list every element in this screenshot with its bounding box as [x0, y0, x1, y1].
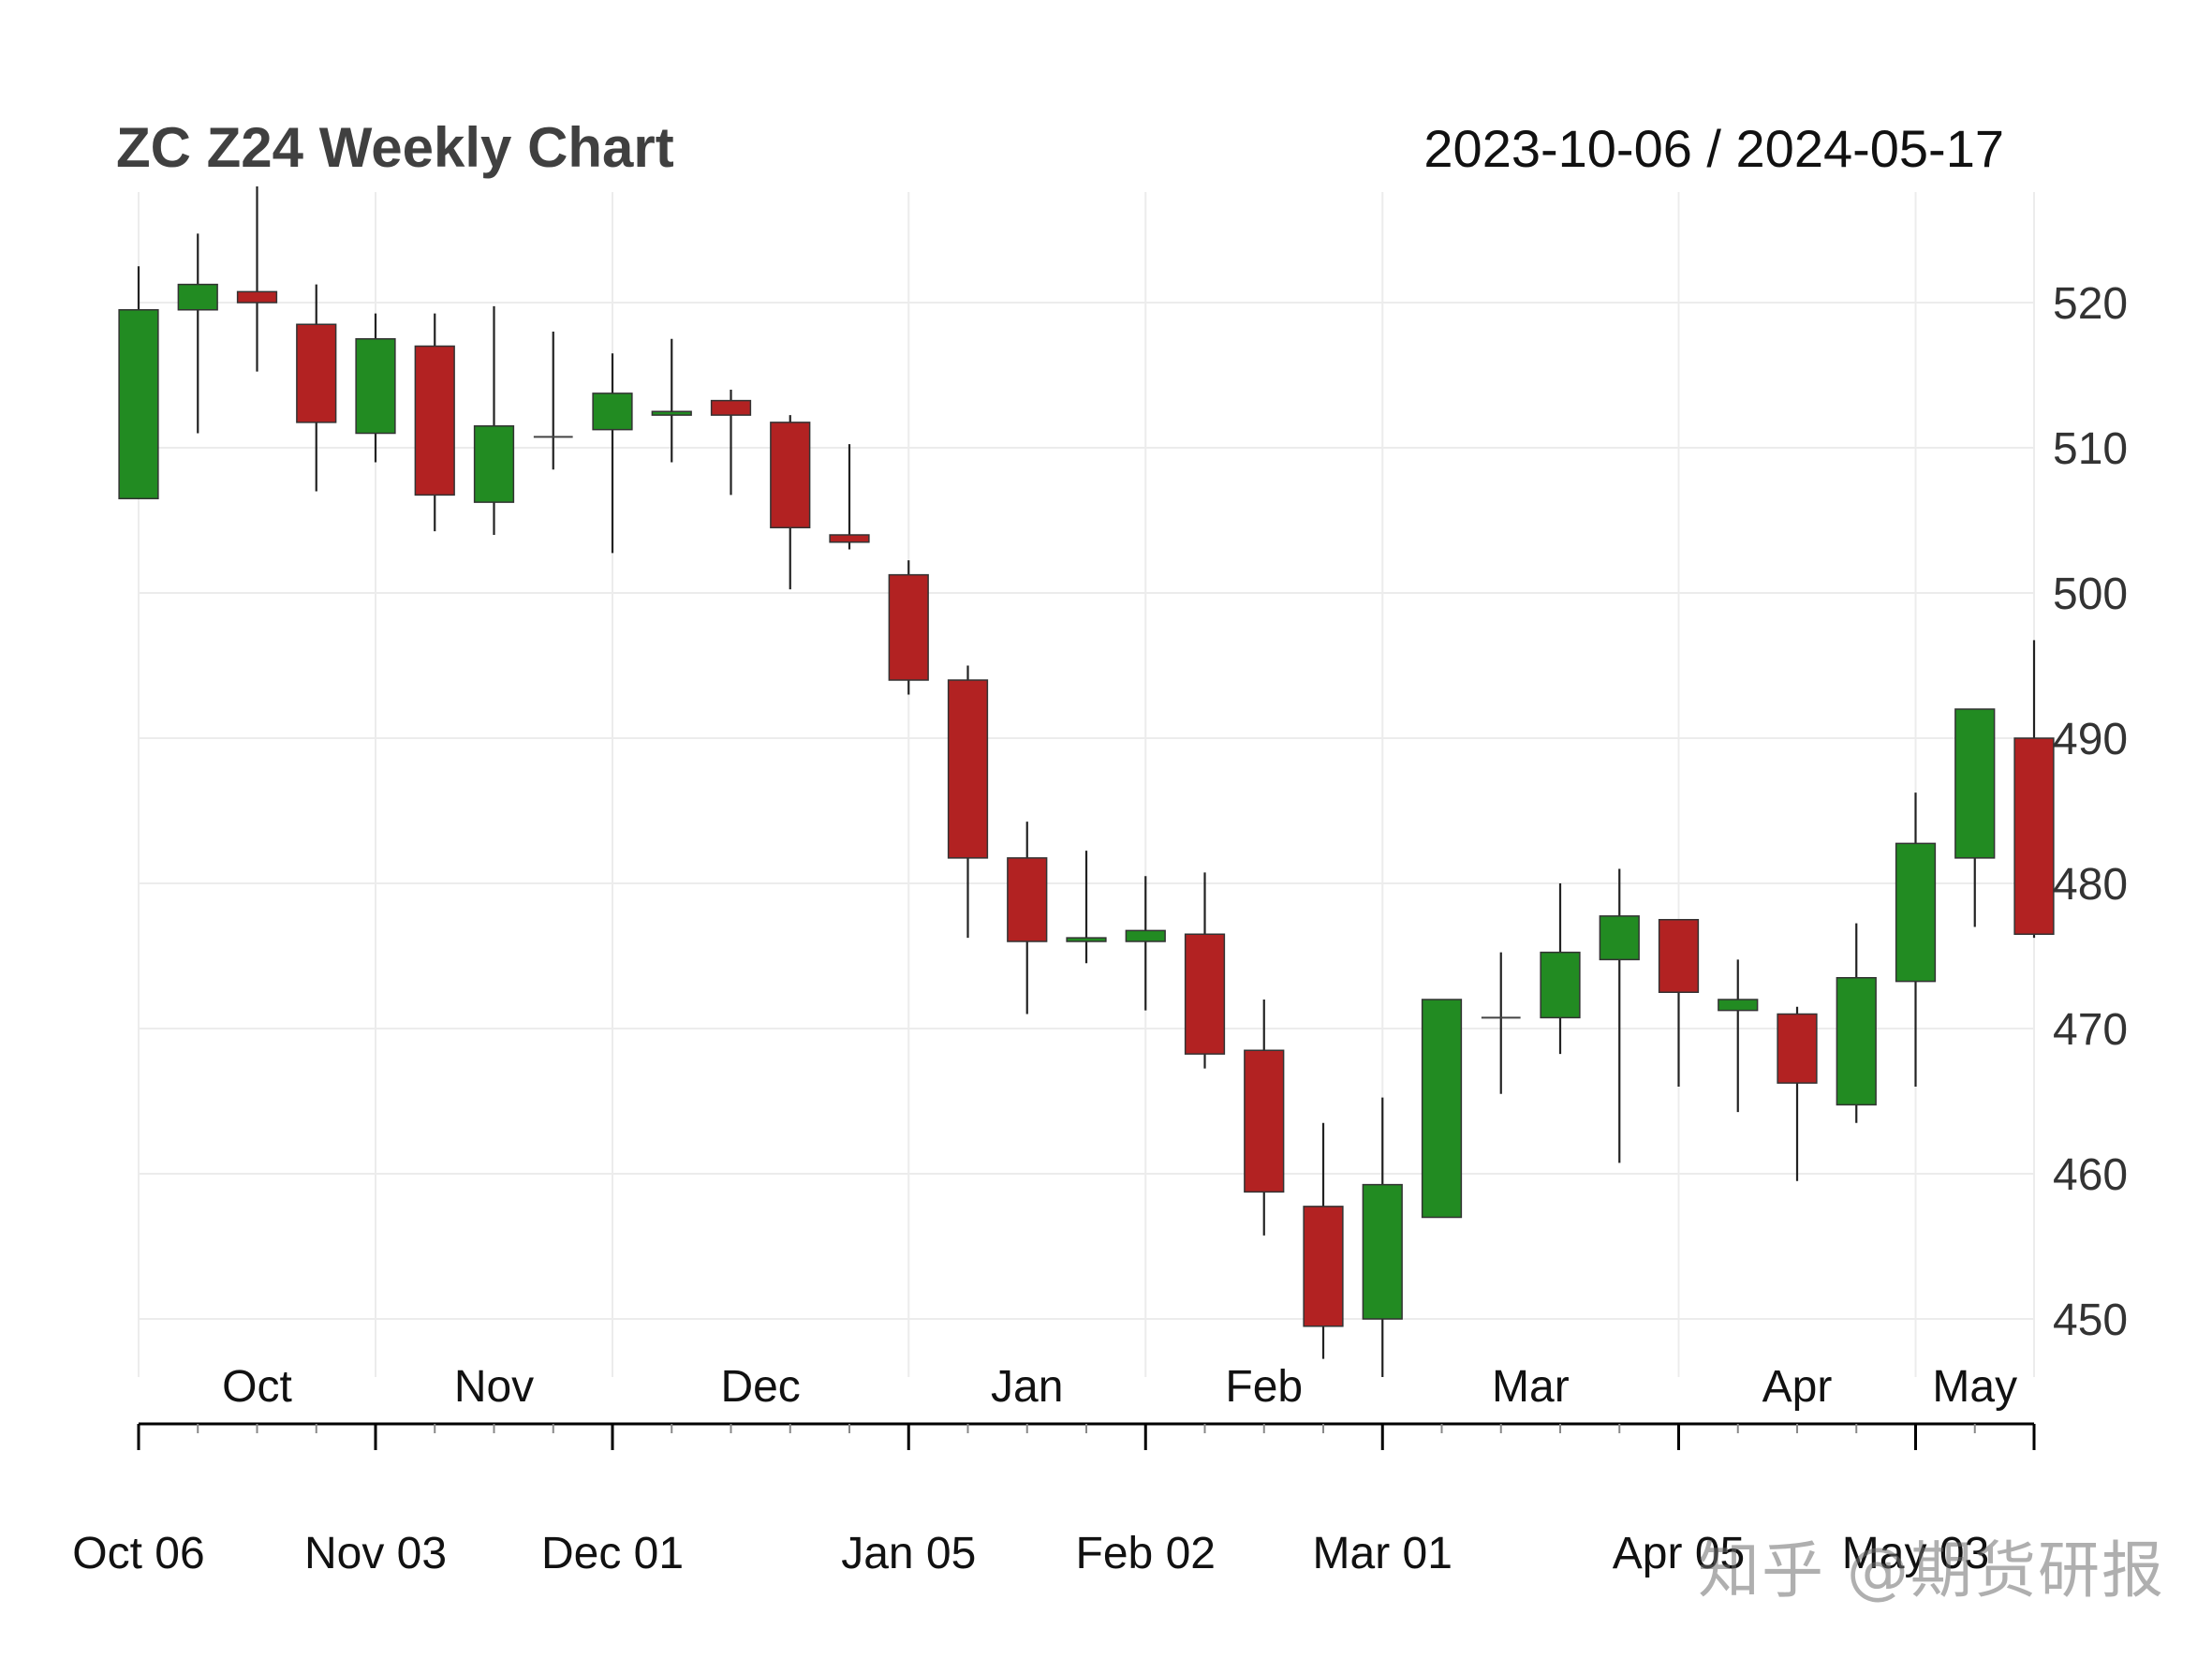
candle-body — [592, 393, 633, 431]
candle — [710, 390, 752, 496]
y-tick-label: 510 — [2053, 424, 2128, 474]
x-date-label: May 03 — [1842, 1529, 1989, 1578]
candle-body — [947, 679, 989, 859]
candle — [1244, 1000, 1285, 1236]
candle — [355, 313, 396, 463]
candle-body — [1362, 1183, 1403, 1320]
candle-body — [1895, 842, 1937, 983]
x-date-label: Oct 06 — [72, 1529, 204, 1578]
y-axis: 450 460 470 480 490 500 510 520 — [2053, 279, 2128, 1345]
candle-body — [1007, 857, 1048, 942]
chart-title: ZC Z24 Weekly Chart — [116, 116, 674, 179]
candle — [1954, 708, 1996, 927]
candle — [1718, 959, 1759, 1113]
candle-body — [414, 345, 455, 496]
candle-body — [1244, 1049, 1285, 1193]
candle — [1125, 876, 1166, 1011]
candle-body — [118, 309, 159, 499]
x-date-label: Dec 01 — [541, 1529, 684, 1578]
candle — [1658, 919, 1700, 1087]
candle-body — [236, 290, 278, 304]
candle — [1836, 923, 1877, 1123]
candle-body — [770, 422, 811, 528]
candle — [1481, 952, 1521, 1094]
candle — [118, 266, 159, 499]
x-date-label: Feb 02 — [1076, 1529, 1216, 1578]
candle-body — [1125, 929, 1166, 942]
month-label: Dec — [720, 1362, 800, 1412]
y-tick-label: 480 — [2053, 860, 2128, 910]
month-label: Nov — [454, 1362, 534, 1412]
candle-body — [296, 323, 337, 423]
candle — [1895, 792, 1937, 1087]
candle — [414, 313, 455, 532]
candle — [1599, 868, 1640, 1163]
candle — [236, 186, 278, 372]
x-date-label: Mar 01 — [1313, 1529, 1453, 1578]
candle — [1303, 1122, 1344, 1359]
y-tick-label: 460 — [2053, 1150, 2128, 1200]
candle-body — [1540, 951, 1581, 1019]
x-date-label: Jan 05 — [841, 1529, 976, 1578]
candle — [770, 415, 811, 590]
y-tick-label: 450 — [2053, 1296, 2128, 1345]
candle — [296, 284, 337, 492]
x-date-label: Nov 03 — [304, 1529, 447, 1578]
candle-body — [473, 425, 515, 503]
candle — [2013, 640, 2055, 939]
candle — [947, 665, 989, 939]
candle-body — [651, 410, 692, 416]
candle — [533, 332, 573, 470]
date-range-label: 2023-10-06 / 2024-05-17 — [1423, 119, 2004, 178]
candle — [1540, 883, 1581, 1055]
candle-body — [1184, 933, 1226, 1055]
candle — [473, 305, 515, 535]
month-label: Jan — [991, 1362, 1063, 1412]
candle — [1007, 822, 1048, 1015]
candle — [829, 444, 870, 550]
y-tick-label: 500 — [2053, 570, 2128, 619]
y-tick-label: 520 — [2053, 279, 2128, 329]
candles — [118, 186, 2055, 1377]
candle-body — [1421, 999, 1463, 1219]
candle-body — [1718, 999, 1759, 1012]
candle-body — [355, 338, 396, 435]
candle-body — [1954, 708, 1996, 859]
candle — [1777, 1006, 1818, 1181]
candle-body — [2013, 737, 2055, 935]
candle — [1184, 872, 1226, 1069]
month-label: May — [1932, 1362, 2017, 1412]
candle-body — [888, 573, 929, 681]
month-label: Mar — [1492, 1362, 1570, 1412]
candle-body — [710, 399, 752, 416]
candle — [888, 560, 929, 695]
candle — [1421, 999, 1463, 1219]
x-date-label: Apr 05 — [1613, 1529, 1745, 1578]
y-tick-label: 490 — [2053, 715, 2128, 764]
candle — [651, 338, 692, 463]
candle-body — [1777, 1013, 1818, 1084]
candle-body — [1836, 977, 1877, 1106]
candle-body — [177, 283, 218, 311]
candle-body — [1066, 937, 1107, 942]
candle — [1362, 1097, 1403, 1377]
candle — [177, 233, 218, 434]
candle-body — [1658, 919, 1700, 993]
month-label: Oct — [222, 1362, 292, 1412]
candle — [592, 353, 633, 554]
month-label: Apr — [1762, 1362, 1833, 1412]
candle-body — [829, 534, 870, 543]
x-axis: Oct Nov Dec Jan Feb Mar Apr May Oct 06 Nov 03 Dec … — [72, 1362, 2036, 1578]
candle-body — [1599, 915, 1640, 961]
month-label: Feb — [1225, 1362, 1303, 1412]
y-tick-label: 470 — [2053, 1005, 2128, 1055]
candle — [1066, 851, 1107, 964]
candle-body — [1303, 1206, 1344, 1327]
watermark: 知乎 @期货研报 — [1698, 1534, 2165, 1607]
